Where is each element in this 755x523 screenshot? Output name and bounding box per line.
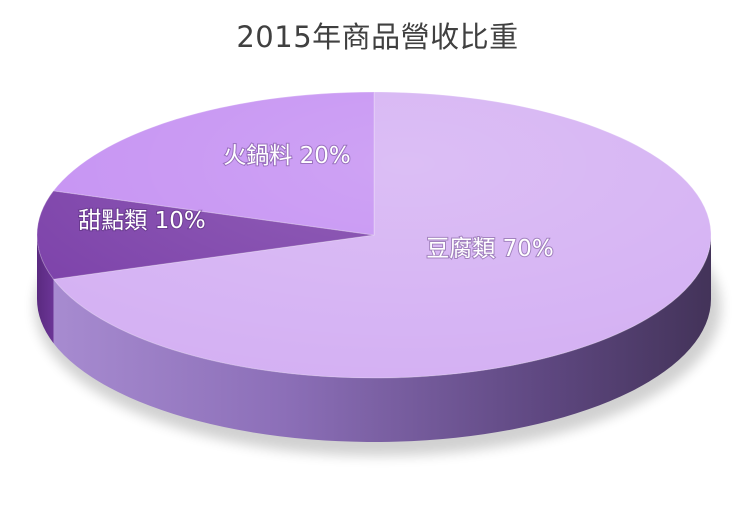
pie-side-2 [37,235,54,344]
pie-label-2: 甜點類 10% [78,208,205,234]
pie-label-3: 火鍋料 20% [223,143,350,169]
chart-title: 2015年商品營收比重 [236,20,519,54]
pie-top-shine [37,92,711,378]
pie-side-1 [53,235,711,442]
pie-label-1: 豆腐類 70% [426,236,553,262]
